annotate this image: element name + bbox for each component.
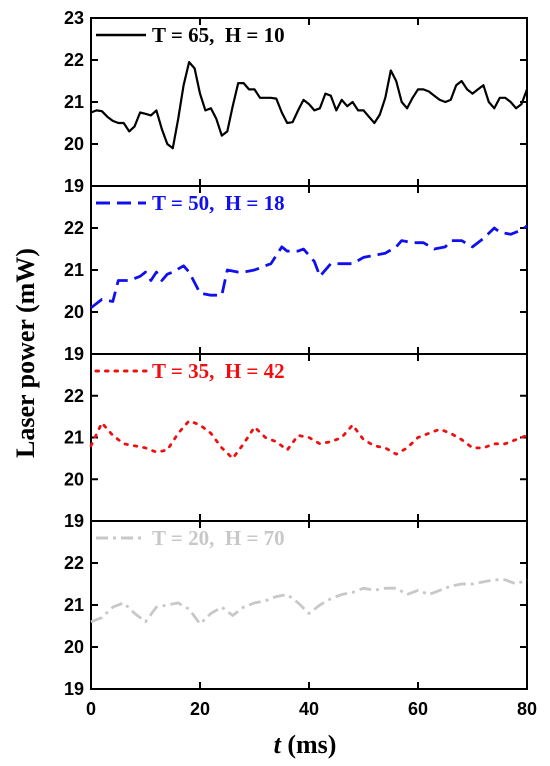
y-tick-label: 20 bbox=[64, 302, 84, 322]
x-axis: 0 20 40 60 80 bbox=[86, 699, 537, 719]
y-tick-label: 20 bbox=[64, 469, 84, 489]
x-tick-label: 40 bbox=[299, 699, 319, 719]
y-tick-label: 22 bbox=[64, 218, 84, 238]
y-tick-label: 20 bbox=[64, 637, 84, 657]
legend-label: T = 20, H = 70 bbox=[152, 526, 285, 550]
panel-2: 19 20 21 22 T = 50, H = 18 bbox=[64, 185, 528, 364]
x-tick-label: 20 bbox=[190, 699, 210, 719]
series-line-2 bbox=[90, 224, 528, 309]
series-line-1 bbox=[90, 60, 529, 150]
series-line-4 bbox=[90, 578, 528, 626]
y-tick-label: 22 bbox=[64, 386, 84, 406]
y-tick-label: 21 bbox=[64, 92, 84, 112]
y-tick-label: 23 bbox=[64, 8, 84, 28]
x-tick-label: 60 bbox=[408, 699, 428, 719]
y-tick-label: 19 bbox=[64, 679, 84, 699]
legend-label: T = 50, H = 18 bbox=[152, 191, 285, 215]
x-axis-variable: t bbox=[274, 730, 282, 759]
x-tick-label: 80 bbox=[517, 699, 537, 719]
x-axis-unit: (ms) bbox=[281, 730, 337, 759]
y-tick-label: 21 bbox=[64, 595, 84, 615]
y-tick-label: 19 bbox=[64, 344, 84, 364]
x-tick-label: 0 bbox=[86, 699, 96, 719]
series-line-3 bbox=[89, 419, 529, 460]
panel-4: 19 20 21 22 T = 20, H = 70 bbox=[64, 520, 528, 699]
y-tick-label: 21 bbox=[64, 260, 84, 280]
y-axis-title: Laser power (mW) bbox=[11, 248, 40, 458]
labels-layer: Laser power (mW) t (ms) bbox=[11, 248, 336, 759]
y-tick-label: 21 bbox=[64, 428, 84, 448]
panel-1: 19 20 21 22 23 T = 65, H = 10 bbox=[64, 8, 529, 196]
y-tick-label: 22 bbox=[64, 553, 84, 573]
y-tick-label: 19 bbox=[64, 176, 84, 196]
panel-3: 19 20 21 22 T = 35, H = 42 bbox=[64, 353, 529, 531]
x-axis-title: t (ms) bbox=[274, 730, 337, 759]
panels-layer: 19 20 21 22 23 T = 65, H = 10 19 20 21 22 T = 50, … bbox=[64, 8, 537, 719]
legend-label: T = 35, H = 42 bbox=[152, 359, 285, 383]
legend-label: T = 65, H = 10 bbox=[152, 23, 285, 47]
y-tick-label: 20 bbox=[64, 134, 84, 154]
y-tick-label: 22 bbox=[64, 50, 84, 70]
y-tick-label: 19 bbox=[64, 511, 84, 531]
